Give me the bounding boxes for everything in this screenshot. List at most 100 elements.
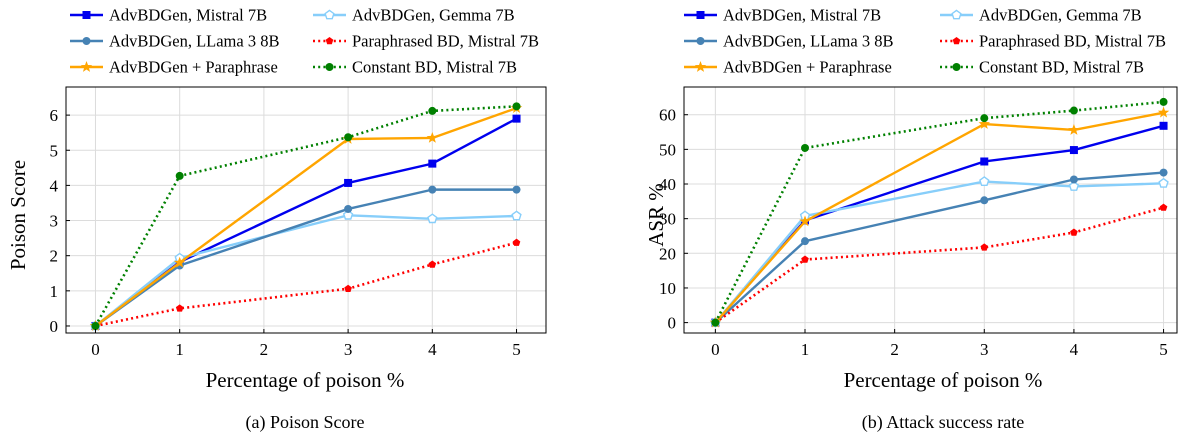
data-point-constant-bd-mistral-7b [1069,106,1078,115]
series-paraphrased-bd-mistral-7b [711,203,1168,326]
legend-label: AdvBDGen, Gemma 7B [352,6,515,25]
data-point-paraphrased-bd-mistral-7b [1070,228,1078,236]
series-line-paraphrased-bd-mistral-7b [95,241,517,328]
y-tick-label: 3 [50,212,59,231]
y-tick-label: 2 [50,247,59,266]
legend-marker [694,61,707,72]
legend-entry-paraphrased-bd-mistral-7b: Paraphrased BD, Mistral 7B [940,32,1166,51]
data-point-advbdgen-paraphrase [978,118,990,129]
legend-label: Paraphrased BD, Mistral 7B [979,32,1166,51]
series-advbdgen-paraphrase [89,102,523,331]
y-tick-label: 50 [659,140,676,159]
data-point-paraphrased-bd-mistral-7b [980,243,989,251]
legend-marker [82,11,91,19]
data-point-advbdgen-mistral-7b [428,159,437,168]
y-tick-label: 4 [50,176,59,195]
legend-entry-advbdgen-mistral-7b: AdvBDGen, Mistral 7B [70,6,267,25]
data-point-constant-bd-mistral-7b [801,143,810,152]
poison-score-caption: (a) Poison Score [246,412,365,433]
asr-ylabel: ASR % [644,183,668,247]
x-tick-label: 3 [344,340,353,359]
y-tick-label: 30 [659,210,676,229]
data-point-constant-bd-mistral-7b [980,114,989,123]
series-advbdgen-gemma-7b [710,176,1169,328]
x-tick-label: 4 [1070,340,1079,359]
x-tick-label: 4 [428,340,437,359]
data-point-advbdgen-llama-3-8b [344,204,353,213]
series-line-constant-bd-mistral-7b [714,100,1164,324]
data-point-advbdgen-gemma-7b [511,210,522,221]
legend-marker [696,37,705,45]
y-tick-label: 60 [659,106,676,125]
data-point-advbdgen-gemma-7b [427,213,438,224]
legend-entry-advbdgen-mistral-7b: AdvBDGen, Mistral 7B [684,6,881,25]
legend-marker [324,9,335,20]
data-point-constant-bd-mistral-7b [344,133,353,142]
x-tick-label: 2 [890,340,899,359]
data-point-paraphrased-bd-mistral-7b [512,238,521,246]
legend-marker [696,11,705,19]
data-point-advbdgen-paraphrase [426,131,439,143]
poison-score-legend: AdvBDGen, Mistral 7B AdvBDGen, Gemma 7B Ad… [70,6,539,77]
data-point-constant-bd-mistral-7b [711,318,720,327]
series-line-advbdgen-mistral-7b [714,124,1164,324]
data-point-advbdgen-paraphrase [173,256,186,268]
series-line-advbdgen-gemma-7b [94,214,517,327]
x-tick-label: 1 [175,340,184,359]
y-tick-label: 6 [50,106,59,125]
poison-score-plot-area [89,102,523,331]
legend-label: AdvBDGen + Paraphrase [723,58,892,77]
data-point-advbdgen-llama-3-8b [512,185,521,194]
legend-entry-advbdgen-gemma-7b: AdvBDGen, Gemma 7B [313,6,515,25]
y-tick-label: 0 [668,314,677,333]
data-point-advbdgen-gemma-7b [1068,180,1080,191]
series-line-paraphrased-bd-mistral-7b [714,206,1164,324]
x-tick-label: 3 [980,340,989,359]
legend-entry-advbdgen-paraphrase: AdvBDGen + Paraphrase [70,58,278,77]
data-point-advbdgen-paraphrase [1157,106,1170,118]
data-point-constant-bd-mistral-7b [1159,97,1168,106]
y-tick-label: 40 [659,175,676,194]
legend-label: AdvBDGen, LLama 3 8B [109,32,279,51]
data-point-advbdgen-gemma-7b [979,176,990,187]
data-point-paraphrased-bd-mistral-7b [428,260,437,268]
poison-score-axes: 0 1 2 3 4 5 0 1 2 3 4 5 6 [50,86,547,359]
data-point-advbdgen-mistral-7b [1069,146,1078,155]
legend-marker [80,61,93,72]
series-advbdgen-gemma-7b [90,209,522,331]
legend-marker [325,37,334,45]
series-advbdgen-paraphrase [709,106,1170,328]
data-point-paraphrased-bd-mistral-7b [801,255,809,263]
legend-label: Constant BD, Mistral 7B [352,58,517,77]
data-point-advbdgen-mistral-7b [1159,121,1168,130]
y-tick-label: 20 [659,244,676,263]
y-tick-label: 5 [50,141,59,160]
poison-score-xlabel: Percentage of poison % [206,368,405,392]
series-line-advbdgen-gemma-7b [714,180,1164,324]
legend-entry-constant-bd-mistral-7b: Constant BD, Mistral 7B [940,58,1144,77]
data-point-advbdgen-gemma-7b [1158,177,1169,188]
data-point-advbdgen-paraphrase [1068,123,1080,135]
legend-label: AdvBDGen, LLama 3 8B [723,32,893,51]
data-point-advbdgen-paraphrase [799,215,811,227]
y-tick-label: 0 [50,317,59,336]
asr-xlabel: Percentage of poison % [844,368,1043,392]
x-tick-label: 0 [711,340,720,359]
data-point-advbdgen-mistral-7b [512,114,521,123]
legend-label: Paraphrased BD, Mistral 7B [352,32,539,51]
poison-score-frame [65,86,547,334]
x-tick-label: 1 [801,340,810,359]
legend-label: Constant BD, Mistral 7B [979,58,1144,77]
data-point-advbdgen-llama-3-8b [1159,168,1168,177]
poison-score-chart: 0 1 2 3 4 5 0 1 2 3 4 5 6 Percentage of poison % Poi… [6,6,547,433]
data-point-advbdgen-gemma-7b [342,209,354,220]
data-point-constant-bd-mistral-7b [428,106,437,115]
y-tick-label: 10 [659,279,676,298]
legend-entry-advbdgen-llama-3-8b: AdvBDGen, LLama 3 8B [684,32,893,51]
data-point-advbdgen-llama-3-8b [801,237,810,246]
legend-entry-paraphrased-bd-mistral-7b: Paraphrased BD, Mistral 7B [313,32,539,51]
data-point-advbdgen-llama-3-8b [1069,175,1078,184]
data-point-advbdgen-llama-3-8b [428,185,437,194]
